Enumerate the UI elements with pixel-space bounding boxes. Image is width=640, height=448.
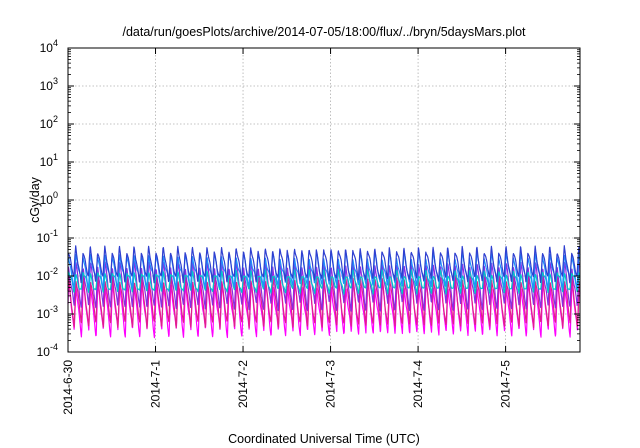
y-tick-exponent: -4: [50, 342, 58, 352]
y-tick-label: 10-3: [37, 304, 58, 321]
series-line: [67, 245, 581, 284]
y-tick-base: 10: [37, 345, 51, 359]
x-tick-label: 2014-7-5: [499, 360, 513, 408]
y-tick-label: 102: [40, 114, 58, 131]
x-tick-label: 2014-7-2: [236, 360, 250, 408]
chart-title: /data/run/goesPlots/archive/2014-07-05/1…: [122, 25, 526, 39]
y-tick-base: 10: [40, 79, 54, 93]
x-tick-label: 2014-7-3: [324, 360, 338, 408]
x-tick-label: 2014-6-30: [61, 360, 75, 415]
y-tick-base: 10: [37, 231, 51, 245]
y-tick-label: 104: [40, 38, 58, 55]
y-tick-exponent: -3: [50, 304, 58, 314]
y-tick-base: 10: [37, 269, 51, 283]
x-axis: 2014-6-30 2014-7-1 2014-7-2 2014-7-3 2014-7-…: [61, 48, 513, 415]
x-tick-label: 2014-7-1: [149, 360, 163, 408]
y-tick-label: 103: [40, 76, 58, 93]
y-tick-exponent: -2: [50, 266, 58, 276]
x-tick-label: 2014-7-4: [411, 360, 425, 408]
y-tick-base: 10: [37, 307, 51, 321]
y-tick-base: 10: [40, 155, 54, 169]
y-tick-base: 10: [40, 41, 54, 55]
y-axis-label: cGy/day: [28, 176, 42, 223]
y-tick-label: 10-4: [37, 342, 58, 359]
y-tick-base: 10: [40, 117, 54, 131]
y-tick-label: 100: [40, 190, 58, 207]
y-tick-exponent: 2: [53, 114, 58, 124]
series-line: [67, 268, 581, 295]
y-tick-label: 10-1: [37, 228, 58, 245]
y-tick-label: 101: [40, 152, 58, 169]
y-tick-exponent: 3: [53, 76, 58, 86]
series-group: [67, 245, 581, 339]
y-tick-label: 10-2: [37, 266, 58, 283]
y-tick-exponent: 4: [53, 38, 58, 48]
y-tick-base: 10: [40, 193, 54, 207]
series-line: [67, 273, 581, 329]
y-tick-exponent: 1: [53, 152, 58, 162]
x-axis-label: Coordinated Universal Time (UTC): [228, 432, 420, 446]
y-tick-exponent: -1: [50, 228, 58, 238]
y-tick-exponent: 0: [53, 190, 58, 200]
